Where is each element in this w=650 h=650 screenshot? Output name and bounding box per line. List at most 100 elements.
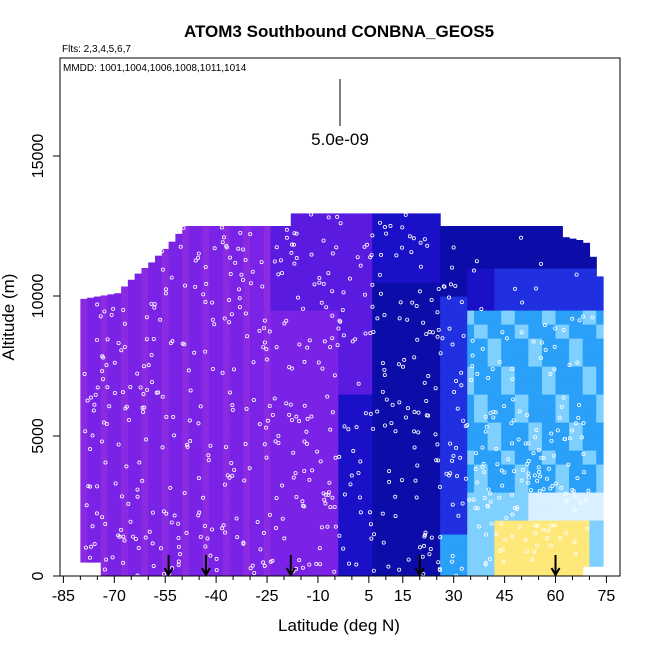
sample-point — [297, 342, 302, 347]
heat-cell — [521, 338, 529, 353]
heat-cell — [501, 240, 509, 255]
heat-cell — [521, 240, 529, 255]
heat-cell — [175, 366, 183, 381]
heat-cell — [263, 296, 272, 311]
heat-cell — [406, 296, 414, 311]
heat-cell — [290, 422, 299, 437]
heat-cell — [365, 562, 373, 576]
sample-point — [548, 486, 553, 491]
heat-cell — [514, 548, 523, 563]
heat-cell — [311, 408, 319, 423]
heat-cell — [168, 464, 176, 479]
heat-cell — [345, 464, 353, 479]
heat-cell — [351, 534, 360, 549]
heat-cell — [311, 450, 319, 465]
heat-cell — [222, 450, 231, 465]
heat-cell — [582, 534, 591, 549]
sample-point — [418, 264, 423, 269]
heat-cell — [589, 256, 597, 269]
heat-cell — [487, 548, 496, 563]
heat-cell — [379, 562, 387, 576]
heat-cell — [345, 240, 353, 255]
heat-cell — [114, 478, 122, 493]
heat-cell — [324, 548, 333, 563]
heat-cell — [440, 422, 448, 437]
heat-cell — [175, 310, 183, 325]
sample-point — [362, 244, 367, 249]
heat-cell — [535, 366, 543, 381]
heat-cell — [372, 534, 380, 549]
heat-cell — [433, 226, 441, 241]
sample-point — [500, 483, 505, 488]
heat-cell — [114, 520, 122, 535]
heat-cell — [290, 352, 299, 367]
heat-cell — [535, 478, 543, 493]
heat-cell — [412, 213, 421, 227]
heat-cell — [501, 268, 509, 283]
heat-cell — [508, 338, 516, 353]
sample-point — [250, 563, 255, 568]
heat-cell — [446, 394, 455, 409]
heat-cell — [134, 492, 143, 507]
heat-cell — [250, 380, 258, 395]
heat-cell — [284, 352, 292, 367]
heat-cell — [317, 534, 326, 549]
heat-cell — [501, 422, 509, 437]
heat-cell — [195, 492, 204, 507]
heat-cell — [297, 506, 305, 521]
sample-point — [144, 337, 149, 342]
sample-point — [220, 526, 225, 531]
sample-point — [452, 390, 457, 395]
heat-cell — [372, 254, 380, 269]
heat-cell — [453, 310, 462, 325]
heat-cell — [555, 310, 563, 325]
heat-cell — [487, 324, 496, 339]
sample-point — [294, 494, 299, 499]
sample-point — [307, 338, 312, 343]
heat-cell — [358, 492, 367, 507]
heat-cell — [575, 548, 584, 563]
heat-cell — [392, 422, 400, 437]
heat-cell — [412, 436, 421, 451]
heat-cell — [460, 450, 468, 465]
sample-point — [483, 414, 488, 419]
heat-cell — [446, 422, 455, 437]
heat-cell — [134, 450, 143, 465]
heat-cell — [528, 226, 536, 241]
heat-cell — [121, 380, 129, 395]
heat-cell — [440, 464, 448, 479]
sample-point — [405, 406, 410, 411]
heat-cell — [216, 226, 224, 241]
heat-cell — [324, 240, 333, 255]
heat-cell — [426, 226, 434, 241]
heat-cell — [460, 408, 468, 423]
heat-cell — [548, 422, 557, 437]
heat-cell — [392, 408, 400, 423]
heat-cell — [270, 226, 278, 241]
heat-cell — [297, 324, 305, 339]
heat-cell — [596, 478, 604, 493]
heat-cell — [487, 268, 496, 283]
heat-cell — [284, 422, 292, 437]
heat-cell — [494, 562, 502, 576]
sample-point — [450, 342, 455, 347]
sample-point — [94, 511, 99, 516]
heat-cell — [338, 520, 346, 535]
heat-cell — [222, 282, 231, 297]
heat-cell — [284, 268, 292, 283]
heat-cell — [80, 450, 88, 465]
heat-cell — [168, 310, 176, 325]
sample-point — [333, 524, 338, 529]
heat-cell — [338, 478, 346, 493]
heat-cell — [256, 534, 265, 549]
sample-point — [330, 313, 335, 318]
heat-cell — [419, 352, 428, 367]
sample-point — [144, 315, 149, 320]
heat-cell — [521, 254, 529, 269]
sample-point — [333, 455, 338, 460]
heat-cell — [209, 394, 217, 409]
heat-cell — [250, 226, 258, 241]
heat-cell — [379, 436, 387, 451]
sample-point — [255, 520, 260, 525]
